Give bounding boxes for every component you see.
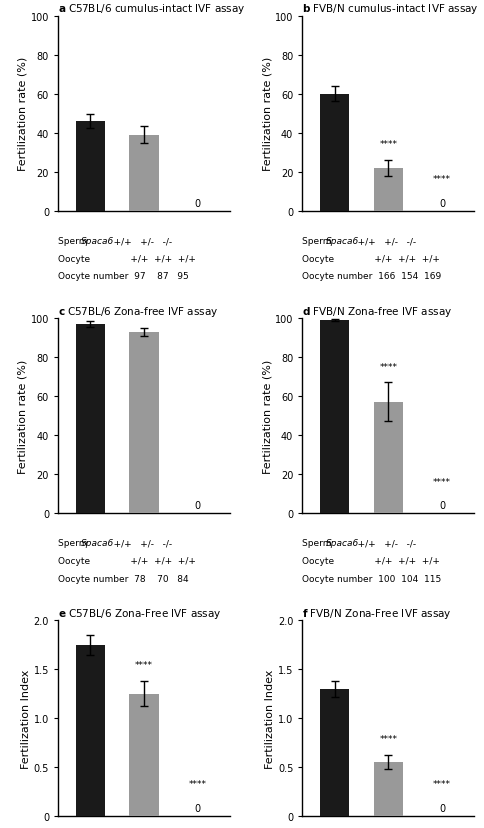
Text: 0: 0 (439, 802, 445, 812)
Text: +/+   +/-   -/-: +/+ +/- -/- (349, 237, 416, 246)
Y-axis label: Fertilization rate (%): Fertilization rate (%) (262, 359, 272, 473)
Text: ****: **** (433, 176, 451, 184)
Bar (76, 325, 105, 513)
Bar (374, 762, 403, 816)
Bar (76, 122, 105, 211)
Text: ****: **** (433, 477, 451, 486)
Text: Spaca6: Spaca6 (81, 539, 115, 548)
Text: Oocyte number  166  154  169: Oocyte number 166 154 169 (302, 272, 441, 281)
Text: Oocyte              +/+  +/+  +/+: Oocyte +/+ +/+ +/+ (302, 254, 440, 263)
Bar (129, 332, 159, 513)
Bar (76, 645, 105, 816)
Y-axis label: Fertilization Index: Fertilization Index (265, 668, 275, 768)
Text: Oocyte              +/+  +/+  +/+: Oocyte +/+ +/+ +/+ (58, 556, 196, 566)
Text: ****: **** (433, 779, 451, 788)
Bar (129, 136, 159, 211)
Text: +/+   +/-   -/-: +/+ +/- -/- (349, 539, 416, 548)
Y-axis label: Fertilization rate (%): Fertilization rate (%) (262, 57, 272, 171)
Bar (374, 402, 403, 513)
Y-axis label: Fertilization rate (%): Fertilization rate (%) (18, 57, 28, 171)
Text: ****: **** (189, 779, 207, 788)
Text: Spaca6: Spaca6 (81, 237, 115, 246)
Text: 0: 0 (439, 199, 445, 209)
Y-axis label: Fertilization Index: Fertilization Index (21, 668, 31, 768)
Text: Oocyte              +/+  +/+  +/+: Oocyte +/+ +/+ +/+ (58, 254, 196, 263)
Text: ****: **** (379, 140, 397, 149)
Bar (129, 694, 159, 816)
Text: Oocyte              +/+  +/+  +/+: Oocyte +/+ +/+ +/+ (302, 556, 440, 566)
Text: ****: **** (135, 661, 153, 669)
Text: Oocyte number  78    70   84: Oocyte number 78 70 84 (58, 574, 189, 583)
Bar (320, 689, 349, 816)
Bar (320, 94, 349, 211)
Text: Sperm: Sperm (58, 539, 93, 548)
Text: $\bf{f}$ FVB/N Zona-Free IVF assay: $\bf{f}$ FVB/N Zona-Free IVF assay (302, 607, 452, 620)
Text: 0: 0 (195, 802, 201, 812)
Bar (320, 320, 349, 513)
Text: Spaca6: Spaca6 (326, 237, 359, 246)
Text: Sperm: Sperm (58, 237, 93, 246)
Text: $\bf{a}$ C57BL/6 cumulus-intact IVF assay: $\bf{a}$ C57BL/6 cumulus-intact IVF assa… (58, 2, 246, 17)
Text: 0: 0 (195, 199, 201, 209)
Text: +/+   +/-   -/-: +/+ +/- -/- (105, 237, 172, 246)
Text: Sperm: Sperm (302, 237, 337, 246)
Text: ****: **** (379, 734, 397, 744)
Text: +/+   +/-   -/-: +/+ +/- -/- (105, 539, 172, 548)
Text: 0: 0 (439, 501, 445, 511)
Text: $\bf{c}$ C57BL/6 Zona-free IVF assay: $\bf{c}$ C57BL/6 Zona-free IVF assay (58, 305, 218, 319)
Text: ****: **** (379, 363, 397, 371)
Bar (374, 169, 403, 211)
Text: $\bf{e}$ C57BL/6 Zona-Free IVF assay: $\bf{e}$ C57BL/6 Zona-Free IVF assay (58, 607, 222, 620)
Text: Sperm: Sperm (302, 539, 337, 548)
Text: Oocyte number  100  104  115: Oocyte number 100 104 115 (302, 574, 441, 583)
Y-axis label: Fertilization rate (%): Fertilization rate (%) (18, 359, 28, 473)
Text: Spaca6: Spaca6 (326, 539, 359, 548)
Text: Oocyte number  97    87   95: Oocyte number 97 87 95 (58, 272, 189, 281)
Text: $\bf{d}$ FVB/N Zona-free IVF assay: $\bf{d}$ FVB/N Zona-free IVF assay (302, 305, 453, 319)
Text: 0: 0 (195, 501, 201, 511)
Text: $\bf{b}$ FVB/N cumulus-intact IVF assay: $\bf{b}$ FVB/N cumulus-intact IVF assay (302, 2, 479, 17)
